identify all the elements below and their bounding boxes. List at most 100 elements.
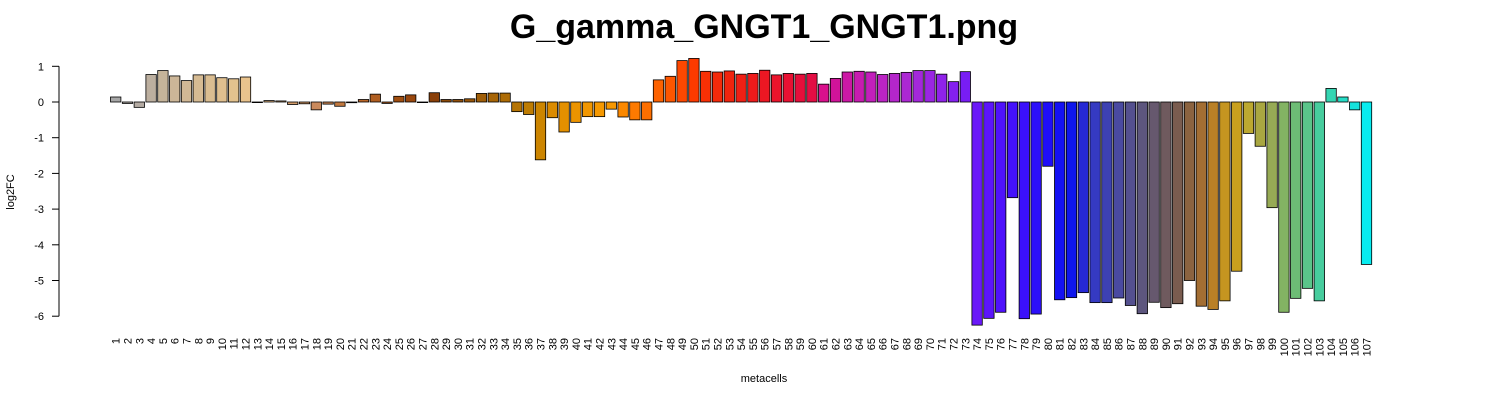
bar-92 bbox=[1183, 101, 1196, 281]
x-tick-labels: 1 2 3 4 5 6 7 8 9 10 11 12 13 14 15 16 17 18 19 20 21 22 23 24 2… bbox=[111, 338, 1374, 356]
x-tick-label: 4 bbox=[146, 338, 158, 344]
bar-57 bbox=[770, 74, 783, 103]
bar-20 bbox=[334, 101, 346, 107]
x-tick-label: 16 bbox=[288, 338, 300, 350]
x-tick-label: 96 bbox=[1232, 338, 1244, 350]
x-tick-label: 57 bbox=[772, 338, 784, 350]
bar-67 bbox=[888, 73, 901, 103]
x-tick-label: 43 bbox=[606, 338, 618, 350]
x-tick-label: 10 bbox=[217, 338, 229, 350]
x-tick-label: 47 bbox=[654, 338, 666, 350]
x-tick-label: 26 bbox=[406, 338, 418, 350]
x-tick-label: 9 bbox=[205, 338, 217, 344]
y-tick-label: -4 bbox=[34, 240, 44, 252]
x-tick-label: 59 bbox=[795, 338, 807, 350]
bar-10 bbox=[216, 77, 228, 103]
bar-47 bbox=[652, 79, 665, 103]
bar-81 bbox=[1054, 101, 1066, 301]
x-tick-label: 93 bbox=[1196, 338, 1208, 350]
bar-19 bbox=[322, 101, 334, 105]
x-tick-label: 30 bbox=[453, 338, 465, 350]
bar-7 bbox=[180, 80, 193, 103]
y-tick-label: -5 bbox=[34, 276, 44, 288]
bar-8 bbox=[192, 74, 204, 103]
bar-40 bbox=[570, 101, 582, 123]
bar-30 bbox=[452, 99, 464, 103]
bar-84 bbox=[1089, 101, 1101, 304]
bar-38 bbox=[546, 101, 558, 119]
x-tick-label: 36 bbox=[524, 338, 536, 350]
x-tick-label: 19 bbox=[323, 338, 335, 350]
x-tick-label: 72 bbox=[949, 338, 961, 350]
x-tick-label: 29 bbox=[441, 338, 453, 350]
y-tick-label: 1 bbox=[38, 61, 44, 73]
x-tick-label: 58 bbox=[783, 338, 795, 350]
x-tick-label: 61 bbox=[819, 338, 831, 350]
bar-3 bbox=[133, 101, 145, 108]
x-tick-label: 80 bbox=[1043, 338, 1055, 350]
x-tick-label: 87 bbox=[1126, 338, 1138, 350]
bar-59 bbox=[794, 73, 806, 103]
bar-73 bbox=[959, 71, 971, 103]
x-tick-label: 83 bbox=[1078, 338, 1090, 350]
bar-70 bbox=[924, 70, 936, 103]
x-tick-label: 89 bbox=[1149, 338, 1161, 350]
x-tick-label: 107 bbox=[1362, 338, 1374, 356]
x-tick-label: 65 bbox=[866, 338, 878, 350]
x-tick-label: 1 bbox=[111, 338, 123, 344]
x-tick-label: 11 bbox=[229, 338, 241, 349]
x-tick-label: 14 bbox=[264, 338, 276, 350]
x-tick-label: 34 bbox=[500, 338, 512, 350]
x-tick-label: 37 bbox=[536, 338, 548, 350]
bar-37 bbox=[534, 101, 547, 161]
y-tick-label: -1 bbox=[34, 133, 44, 145]
x-tick-label: 54 bbox=[736, 338, 748, 350]
bar-103 bbox=[1313, 101, 1325, 302]
bar-6 bbox=[169, 75, 181, 103]
bar-63 bbox=[841, 71, 853, 103]
x-tick-label: 41 bbox=[583, 338, 595, 350]
bar-75 bbox=[983, 101, 995, 319]
x-tick-label: 104 bbox=[1326, 338, 1338, 356]
x-tick-label: 55 bbox=[748, 338, 760, 350]
x-tick-label: 32 bbox=[477, 338, 489, 350]
x-tick-label: 48 bbox=[665, 338, 677, 350]
x-axis-label: metacells bbox=[741, 373, 788, 385]
bar-1 bbox=[110, 96, 122, 103]
bar-88 bbox=[1136, 101, 1148, 315]
x-tick-label: 2 bbox=[123, 338, 135, 344]
bar-9 bbox=[204, 74, 216, 103]
bar-24 bbox=[381, 101, 393, 104]
x-tick-label: 77 bbox=[1008, 338, 1020, 350]
y-tick-label: -2 bbox=[34, 168, 44, 180]
bar-71 bbox=[936, 73, 948, 103]
x-tick-label: 51 bbox=[701, 338, 713, 350]
bar-94 bbox=[1207, 101, 1219, 310]
x-tick-label: 88 bbox=[1137, 338, 1149, 350]
x-tick-label: 67 bbox=[890, 338, 902, 350]
x-tick-label: 22 bbox=[359, 338, 371, 350]
bar-51 bbox=[700, 70, 712, 103]
x-tick-label: 71 bbox=[937, 338, 949, 350]
x-tick-label: 44 bbox=[618, 338, 630, 350]
bar-78 bbox=[1018, 101, 1030, 320]
bar-58 bbox=[782, 73, 794, 103]
x-tick-label: 40 bbox=[571, 338, 583, 350]
bar-34 bbox=[499, 92, 511, 103]
bar-85 bbox=[1101, 101, 1113, 304]
x-tick-label: 98 bbox=[1255, 338, 1267, 350]
bar-105 bbox=[1337, 96, 1349, 103]
bar-93 bbox=[1195, 101, 1207, 307]
bar-2 bbox=[121, 101, 134, 104]
bar-52 bbox=[711, 71, 724, 103]
x-tick-label: 82 bbox=[1067, 338, 1079, 350]
x-tick-label: 102 bbox=[1303, 338, 1315, 356]
bar-62 bbox=[829, 78, 842, 103]
x-tick-label: 74 bbox=[972, 338, 984, 350]
x-tick-label: 28 bbox=[429, 338, 441, 350]
x-tick-label: 69 bbox=[913, 338, 925, 350]
bar-31 bbox=[464, 98, 476, 103]
bar-22 bbox=[357, 99, 370, 103]
bar-27 bbox=[416, 101, 429, 104]
x-tick-label: 86 bbox=[1114, 338, 1126, 350]
